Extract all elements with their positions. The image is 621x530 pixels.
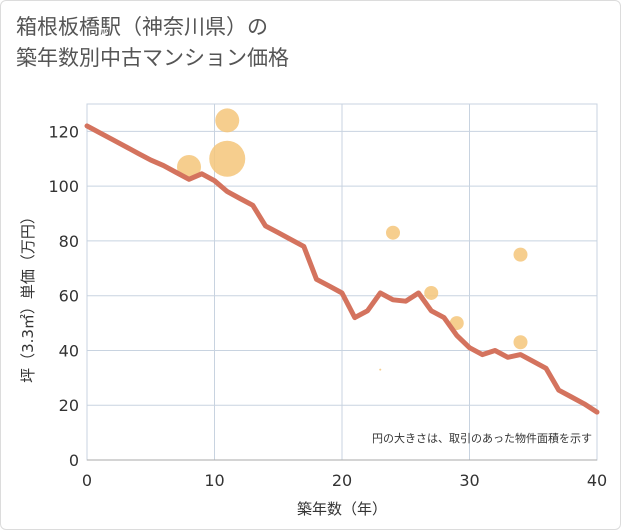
chart-title-line2: 築年数別中古マンション価格 [16, 46, 289, 70]
y-tick-label: 60 [59, 287, 79, 306]
y-tick-label: 100 [48, 177, 79, 196]
price-trend-line [84, 123, 600, 415]
bubble-series [177, 108, 528, 371]
bubble-point [177, 154, 201, 179]
y-tick-label: 120 [48, 122, 79, 141]
y-tick-label: 80 [59, 232, 79, 251]
y-tick-label: 0 [69, 451, 79, 470]
bubble-point [209, 140, 246, 177]
chart-title: 箱根板橋駅（神奈川県）の 築年数別中古マンション価格 [16, 12, 289, 74]
bubble-point [386, 225, 400, 240]
y-axis-label: 坪（3.3㎡）単価（万円） [19, 209, 37, 383]
x-axis-label: 築年数（年） [297, 500, 387, 518]
bubble-point [379, 368, 382, 371]
chart-note: 円の大きさは、取引のあった物件面積を示す [372, 431, 592, 445]
bubble-point [424, 285, 439, 300]
grid-lines [86, 103, 598, 461]
y-tick-label: 20 [59, 396, 79, 415]
bubble-point [513, 247, 528, 262]
x-tick-label: 0 [82, 471, 92, 490]
y-tick-label: 40 [59, 341, 79, 360]
x-tick-label: 10 [204, 471, 224, 490]
chart-title-line1: 箱根板橋駅（神奈川県）の [16, 15, 268, 39]
x-tick-label: 20 [332, 471, 352, 490]
x-tick-label: 30 [459, 471, 479, 490]
bubble-point [513, 335, 528, 350]
line-series [84, 123, 600, 415]
bubble-point [215, 108, 240, 133]
x-tick-label: 40 [587, 471, 607, 490]
tick-labels: 0 10 20 30 40 0 20 40 60 80 100 120 [48, 122, 607, 490]
